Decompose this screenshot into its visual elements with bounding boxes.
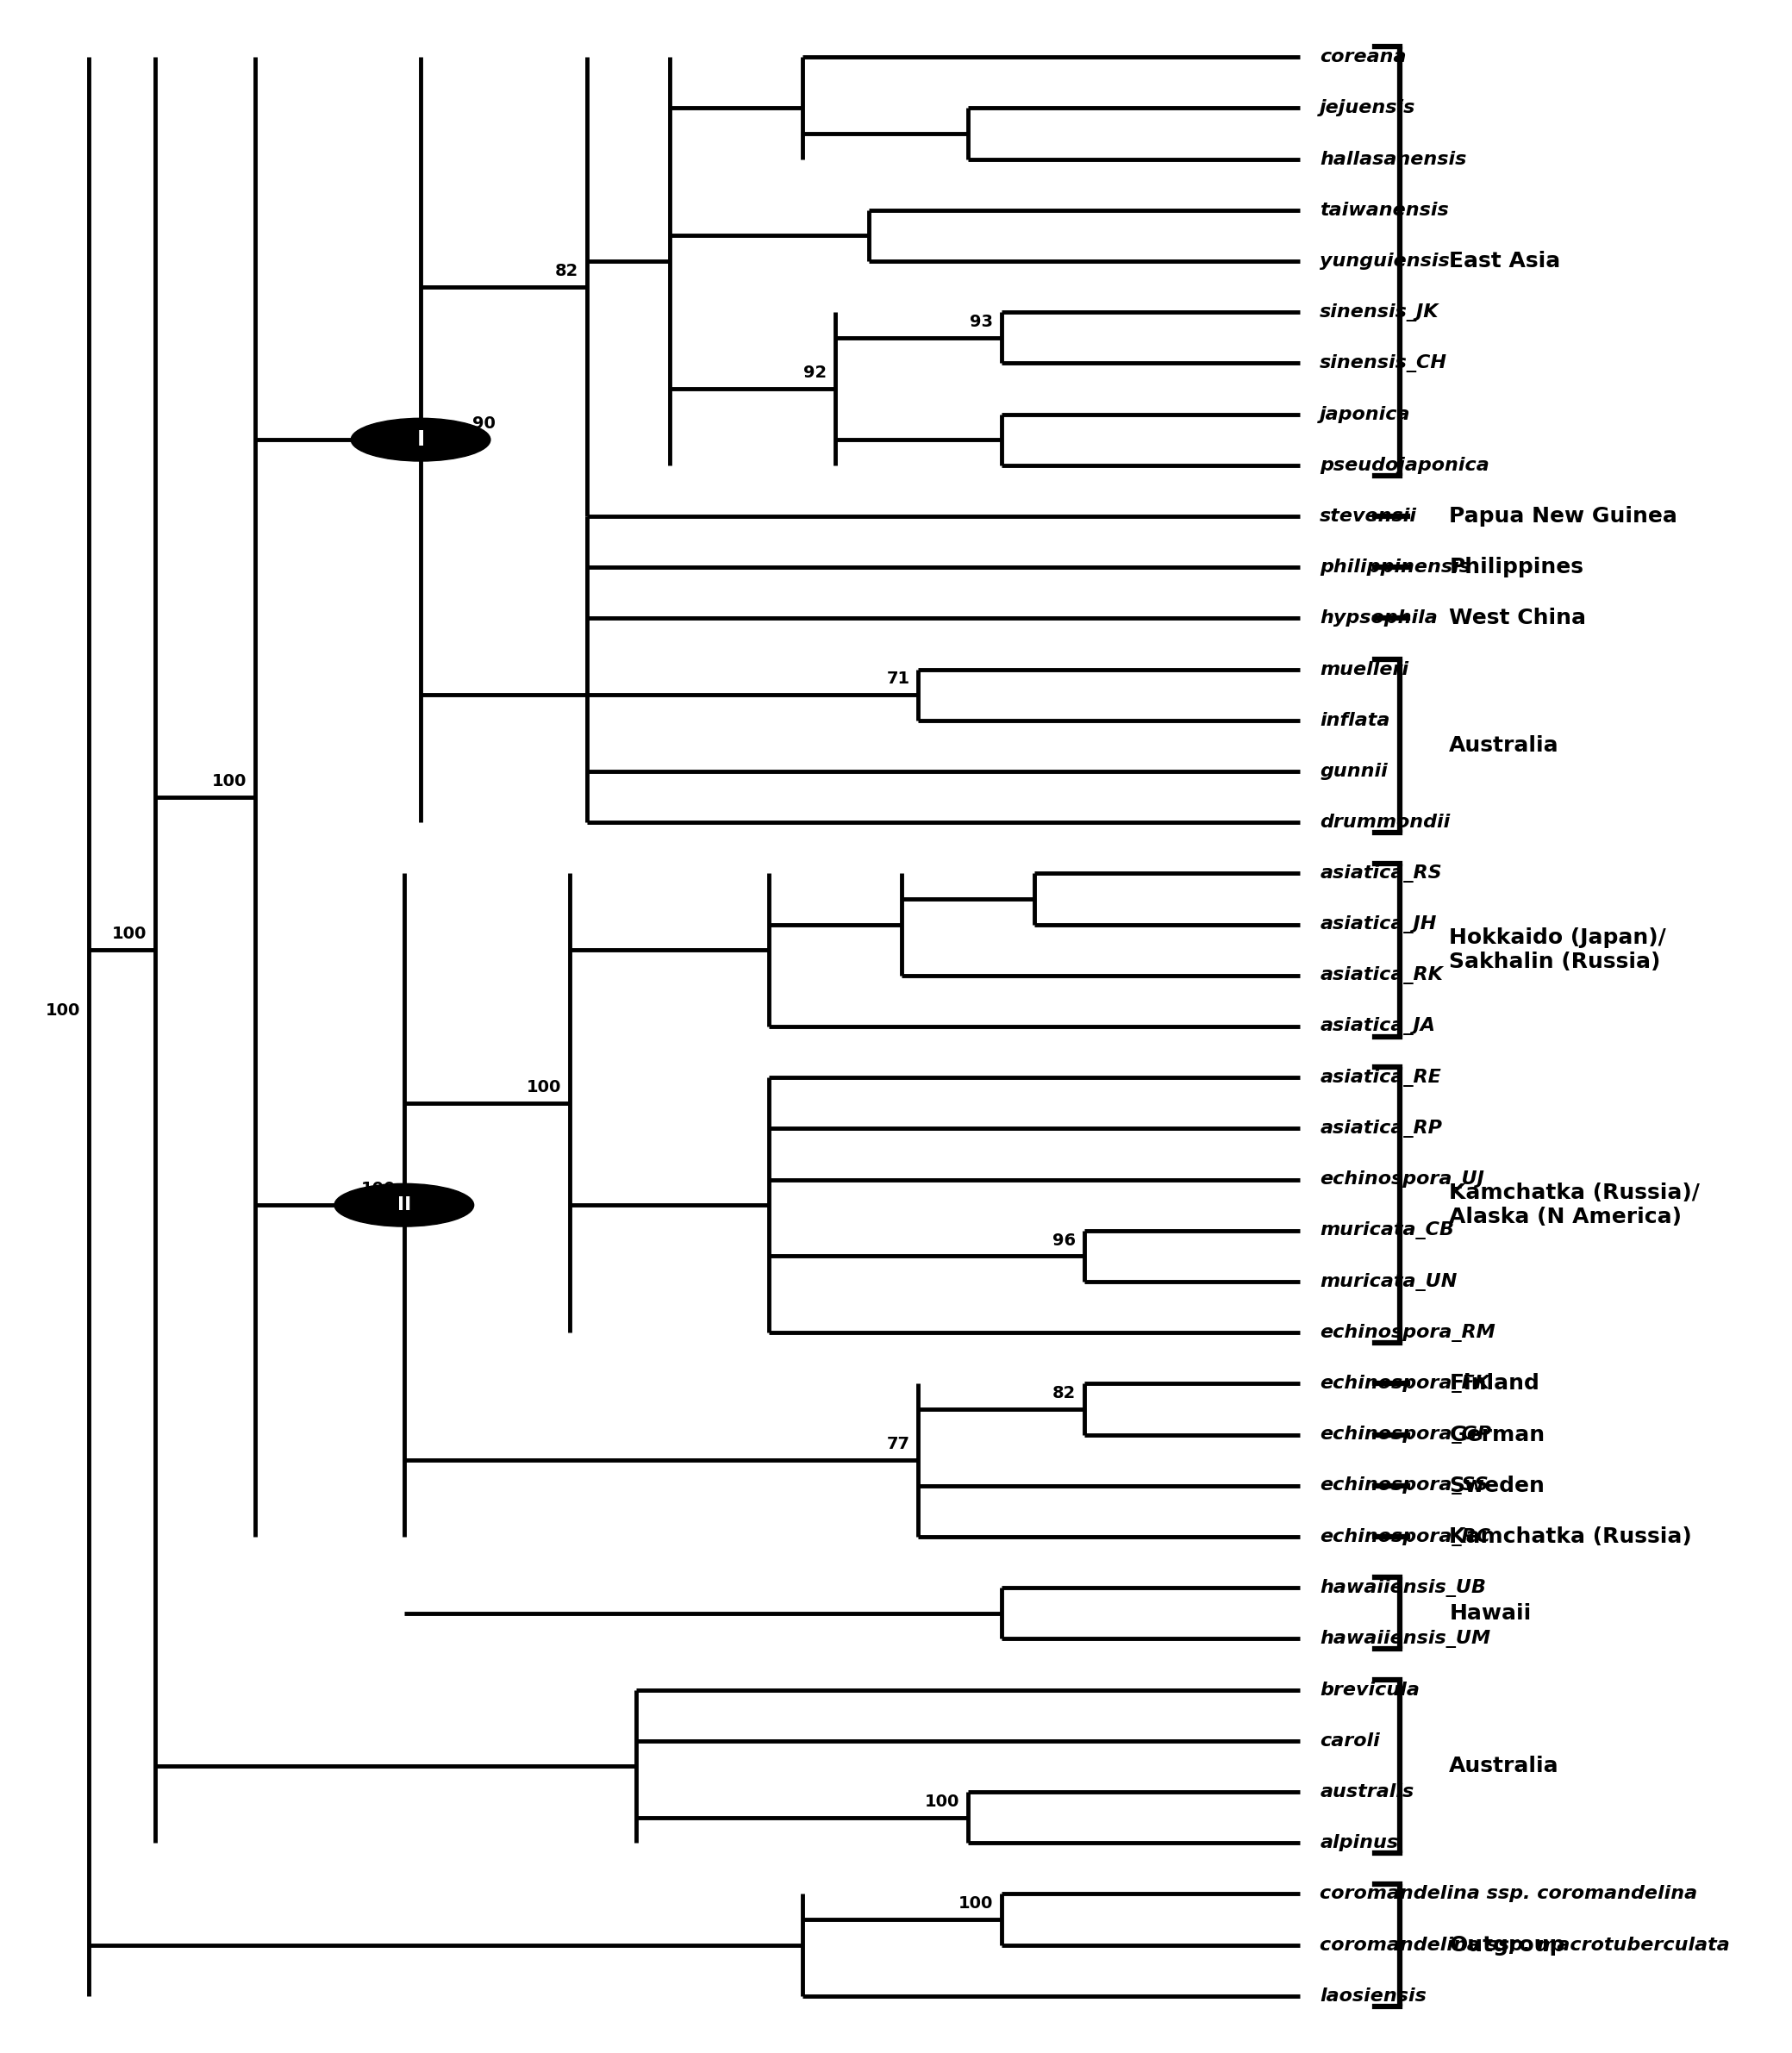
Text: Australia: Australia [1450, 1755, 1559, 1776]
Text: coromandelina ssp. coromandelina: coromandelina ssp. coromandelina [1319, 1885, 1697, 1903]
Text: taiwanensis: taiwanensis [1319, 201, 1450, 220]
Circle shape [351, 419, 491, 462]
Text: laosiensis: laosiensis [1319, 1987, 1426, 2004]
Text: West China: West China [1450, 608, 1586, 628]
Text: 100: 100 [925, 1794, 961, 1811]
Text: 100: 100 [47, 1002, 81, 1018]
Text: 92: 92 [805, 365, 828, 382]
Text: asiatica_RE: asiatica_RE [1319, 1068, 1441, 1086]
Text: muelleri: muelleri [1319, 661, 1409, 677]
Text: 100: 100 [211, 772, 247, 788]
Text: asiatica_RP: asiatica_RP [1319, 1119, 1443, 1137]
Text: 82: 82 [556, 263, 579, 279]
Text: I: I [418, 429, 425, 450]
Text: echinospora_RM: echinospora_RM [1319, 1324, 1495, 1343]
Text: Philippines: Philippines [1450, 556, 1584, 577]
Text: 100: 100 [527, 1080, 561, 1096]
Text: 77: 77 [887, 1437, 910, 1454]
Text: 90: 90 [471, 415, 495, 431]
Text: asiatica_RS: asiatica_RS [1319, 864, 1443, 883]
Text: hypsophila: hypsophila [1319, 610, 1437, 626]
Text: II: II [398, 1197, 410, 1213]
Text: hawaiiensis_UB: hawaiiensis_UB [1319, 1579, 1486, 1597]
Text: Hawaii: Hawaii [1450, 1603, 1532, 1624]
Text: echinospora_RC: echinospora_RC [1319, 1527, 1491, 1546]
Text: australis: australis [1319, 1784, 1414, 1800]
Text: 100: 100 [360, 1180, 396, 1197]
Text: 96: 96 [1052, 1232, 1075, 1248]
Text: echinospora_GP: echinospora_GP [1319, 1425, 1491, 1443]
Text: asiatica_RK: asiatica_RK [1319, 967, 1443, 985]
Text: East Asia: East Asia [1450, 250, 1561, 271]
Text: Finland: Finland [1450, 1373, 1539, 1394]
Text: Outgroup: Outgroup [1450, 1934, 1564, 1954]
Text: pseudojaponica: pseudojaponica [1319, 456, 1489, 474]
Text: hallasanensis: hallasanensis [1319, 150, 1466, 168]
Text: alpinus: alpinus [1319, 1833, 1398, 1852]
Text: gunnii: gunnii [1319, 764, 1387, 780]
Text: German: German [1450, 1425, 1545, 1445]
Circle shape [335, 1185, 473, 1226]
Text: hawaiiensis_UM: hawaiiensis_UM [1319, 1630, 1491, 1649]
Text: philippinensis: philippinensis [1319, 558, 1471, 577]
Text: japonica: japonica [1319, 406, 1410, 423]
Text: echinospora_FK: echinospora_FK [1319, 1376, 1489, 1392]
Text: brevicula: brevicula [1319, 1681, 1419, 1698]
Text: echinospora_SS: echinospora_SS [1319, 1476, 1489, 1495]
Text: Papua New Guinea: Papua New Guinea [1450, 505, 1677, 526]
Text: sinensis_CH: sinensis_CH [1319, 353, 1448, 372]
Text: coreana: coreana [1319, 49, 1407, 66]
Text: yunguiensis: yunguiensis [1319, 253, 1450, 269]
Text: caroli: caroli [1319, 1733, 1380, 1749]
Text: Australia: Australia [1450, 735, 1559, 756]
Text: inflata: inflata [1319, 712, 1391, 729]
Text: asiatica_JH: asiatica_JH [1319, 916, 1437, 934]
Text: sinensis_JK: sinensis_JK [1319, 304, 1439, 320]
Text: Kamchatka (Russia): Kamchatka (Russia) [1450, 1527, 1692, 1548]
Text: Sweden: Sweden [1450, 1476, 1545, 1497]
Text: 71: 71 [887, 671, 910, 688]
Text: Kamchatka (Russia)/
Alaska (N America): Kamchatka (Russia)/ Alaska (N America) [1450, 1183, 1701, 1228]
Text: 100: 100 [959, 1895, 993, 1911]
Text: Hokkaido (Japan)/
Sakhalin (Russia): Hokkaido (Japan)/ Sakhalin (Russia) [1450, 928, 1667, 973]
Text: 93: 93 [969, 314, 993, 331]
Text: asiatica_JA: asiatica_JA [1319, 1018, 1435, 1035]
Text: stevensii: stevensii [1319, 507, 1417, 526]
Text: coromandelina ssp. macrotuberculata: coromandelina ssp. macrotuberculata [1319, 1936, 1729, 1954]
Text: muricata_CB: muricata_CB [1319, 1222, 1455, 1240]
Text: 100: 100 [113, 926, 147, 942]
Text: muricata_UN: muricata_UN [1319, 1273, 1457, 1291]
Text: 82: 82 [1052, 1386, 1075, 1402]
Text: jejuensis: jejuensis [1319, 99, 1416, 117]
Text: drummondii: drummondii [1319, 813, 1450, 831]
Text: echinospora_UJ: echinospora_UJ [1319, 1170, 1484, 1189]
